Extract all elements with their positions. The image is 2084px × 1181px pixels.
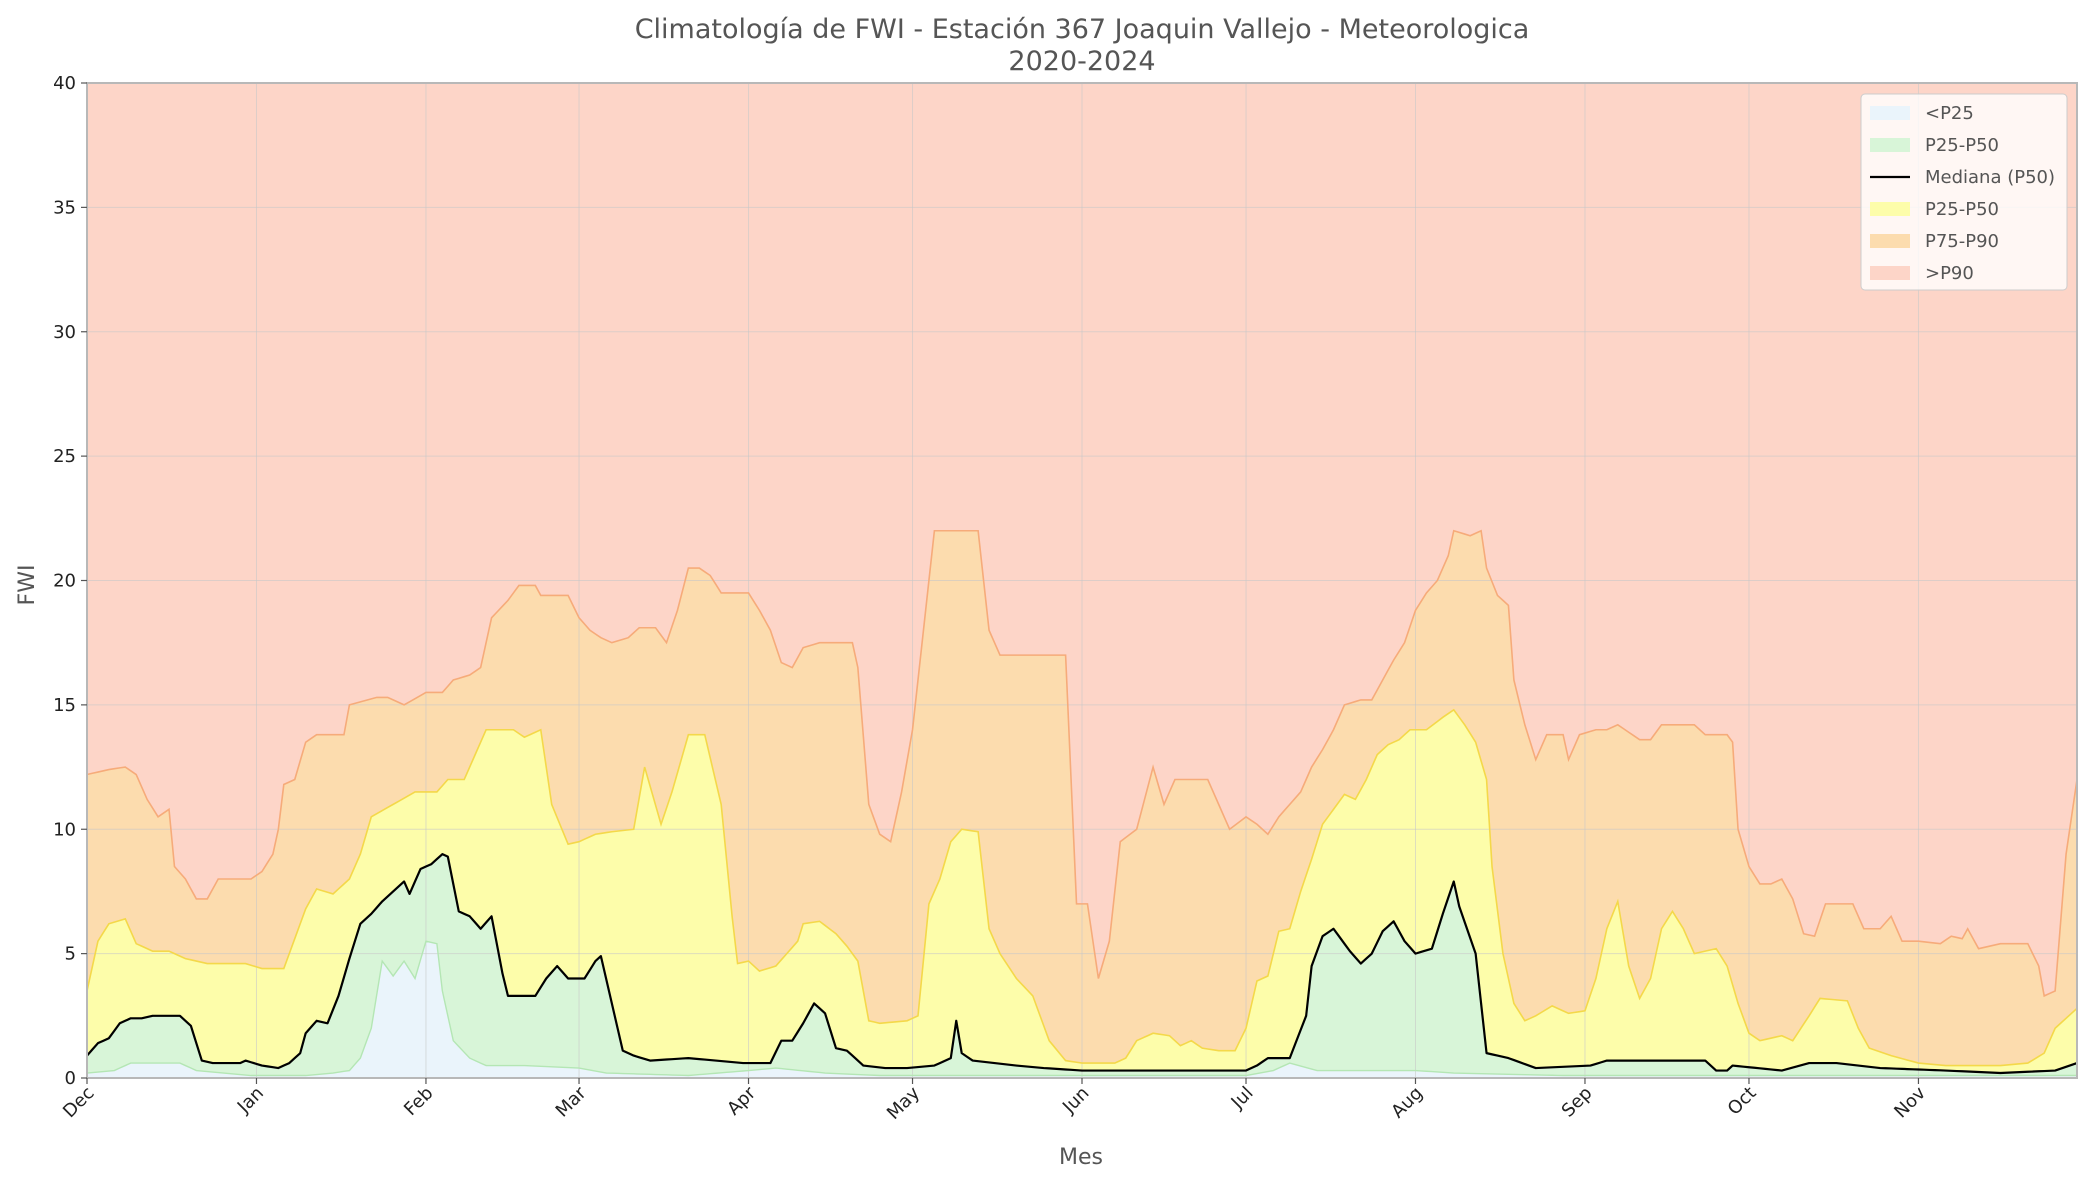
x-tick-label: Jan — [233, 1083, 268, 1118]
legend-swatch — [1870, 106, 1910, 120]
legend-swatch — [1870, 234, 1910, 248]
line-p90 — [86, 529, 2078, 998]
legend-label: Mediana (P50) — [1925, 167, 2055, 188]
legend: <P25 P25-P50 Mediana (P50) P25-P50 P75-P90 >P… — [1860, 93, 2068, 291]
x-tick-label: Jun — [1058, 1083, 1093, 1118]
x-tick-label: Mar — [552, 1082, 591, 1121]
y-tick-label: 35 — [53, 197, 76, 218]
x-axis-ticks: Dec Jan Feb Mar Apr May Jun Jul Aug Sep Oct Nov — [59, 1078, 1930, 1124]
x-tick-label: Jul — [1227, 1083, 1258, 1114]
y-tick-label: 15 — [53, 695, 76, 716]
legend-label: <P25 — [1925, 103, 1974, 124]
legend-label: P25-P50 — [1925, 135, 1999, 156]
legend-swatch — [1870, 138, 1910, 152]
chart-title: Climatología de FWI - Estación 367 Joaqu… — [635, 14, 1530, 45]
x-axis-label: Mes — [1059, 1145, 1103, 1170]
x-tick-label: May — [883, 1082, 924, 1123]
y-axis-label: FWI — [15, 565, 40, 606]
y-tick-label: 10 — [53, 819, 76, 840]
y-tick-label: 40 — [53, 73, 76, 94]
y-tick-label: 30 — [53, 322, 76, 343]
area-p25-p50 — [87, 854, 2077, 1078]
line-p75 — [86, 708, 2078, 1067]
legend-label: P25-P50 — [1925, 199, 1999, 220]
legend-box — [1860, 93, 2068, 291]
y-tick-label: 0 — [65, 1068, 76, 1089]
chart-subtitle: 2020-2024 — [1008, 46, 1155, 77]
y-tick-label: 25 — [53, 446, 76, 467]
plot-area — [86, 82, 2078, 1079]
line-p25 — [86, 940, 2077, 1077]
x-tick-label: Sep — [1558, 1083, 1597, 1122]
legend-swatch — [1870, 202, 1910, 216]
legend-swatch — [1870, 266, 1910, 280]
y-tick-label: 5 — [65, 944, 76, 965]
legend-label: >P90 — [1925, 263, 1974, 284]
x-tick-label: Feb — [400, 1083, 437, 1120]
x-tick-label: Apr — [723, 1082, 760, 1119]
line-median — [86, 853, 2078, 1075]
y-axis-ticks: 0 5 10 15 20 25 30 35 40 — [53, 73, 87, 1089]
y-tick-label: 20 — [53, 571, 76, 592]
x-tick-label: Aug — [1387, 1083, 1427, 1123]
x-tick-label: Nov — [1890, 1082, 1930, 1122]
x-tick-label: Oct — [1724, 1083, 1761, 1120]
legend-label: P75-P90 — [1925, 231, 1999, 252]
